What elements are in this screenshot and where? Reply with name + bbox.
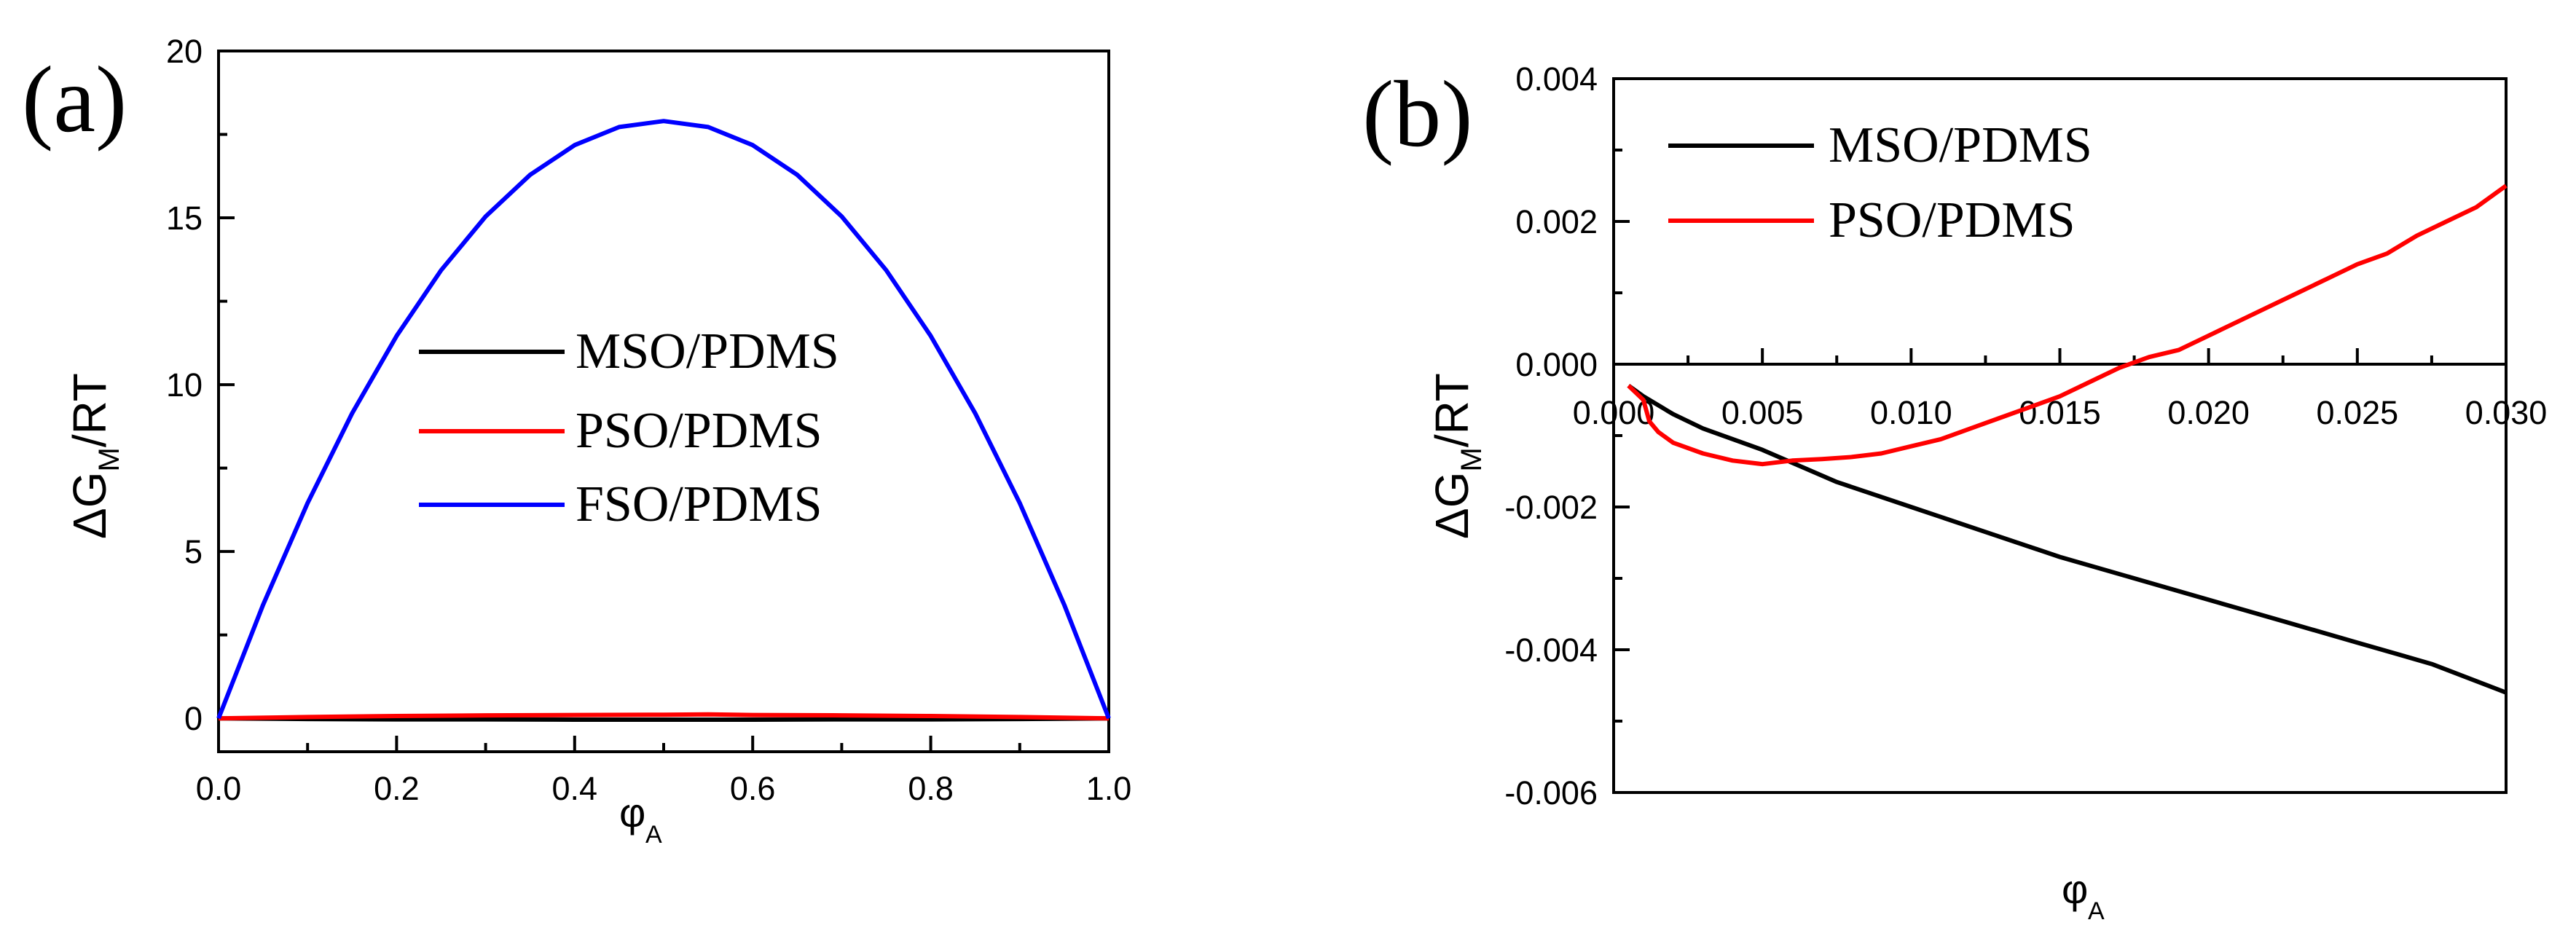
panel-b: (b) -0.006 -0.004 -0.002 0.000 0.002 0.0… — [1362, 60, 2547, 925]
series-line-pso-pdms — [1627, 184, 2508, 467]
x-axis-title-sub: A — [645, 821, 662, 849]
x-tick-label: 0.8 — [908, 770, 954, 807]
y-tick-label: -0.002 — [1504, 489, 1598, 526]
panel-a-y-axis-title: ΔGM/RT — [63, 373, 125, 539]
series-line-mso-pdms — [218, 716, 1110, 722]
panel-a-x-axis-title: φ A — [619, 790, 662, 849]
x-tick-label: 0.020 — [2167, 394, 2250, 431]
panel-b-legend: MSO/PDMS PSO/PDMS — [1668, 117, 2092, 248]
panel-a-plot-area — [216, 50, 1111, 753]
x-tick-label: 0.6 — [730, 770, 776, 807]
panel-b-x-tick-labels: 0.000 0.005 0.010 0.015 0.020 0.025 0.03… — [1573, 394, 2548, 431]
y-axis-title-main: ΔG — [63, 471, 116, 539]
y-tick-label: -0.006 — [1504, 774, 1598, 811]
x-tick-label: 0.010 — [1870, 394, 1952, 431]
y-axis-title-main: ΔG — [1426, 471, 1478, 539]
legend-label-fso: FSO/PDMS — [576, 476, 822, 532]
y-axis-title-tail: /RT — [1426, 373, 1478, 447]
y-axis-title-tail: /RT — [63, 373, 116, 447]
y-axis-title: ΔGM/RT — [63, 373, 125, 539]
panel-a-legend: MSO/PDMS PSO/PDMS FSO/PDMS — [419, 323, 839, 532]
x-tick-label: 1.0 — [1086, 770, 1132, 807]
panel-b-y-tick-labels: -0.006 -0.004 -0.002 0.000 0.002 0.004 — [1504, 60, 1598, 811]
panel-a-label: (a) — [22, 47, 127, 152]
x-tick-label: 0.015 — [2019, 394, 2101, 431]
legend-label-mso: MSO/PDMS — [576, 323, 839, 379]
y-tick-label: 10 — [166, 366, 203, 404]
y-tick-label: 0 — [184, 700, 203, 737]
y-tick-label: 0.004 — [1515, 60, 1598, 98]
x-tick-label: 0.4 — [552, 770, 598, 807]
panel-b-label: (b) — [1362, 62, 1473, 167]
y-tick-label: 15 — [166, 200, 203, 237]
panel-b-y-axis-title: ΔGM/RT — [1426, 373, 1488, 539]
x-tick-label: 0.005 — [1721, 394, 1804, 431]
series-line-fso-pdms — [216, 119, 1111, 720]
y-tick-label: -0.004 — [1504, 632, 1598, 669]
legend-label-mso: MSO/PDMS — [1829, 117, 2092, 173]
x-axis-title-main: φ — [2062, 866, 2088, 912]
y-axis-title: ΔGM/RT — [1426, 373, 1488, 539]
x-axis-title-main: φ — [619, 790, 645, 835]
x-axis-title-sub: A — [2088, 897, 2105, 925]
y-tick-label: 5 — [184, 533, 203, 570]
panel-a-y-tick-labels: 0 5 10 15 20 — [166, 33, 203, 737]
legend-label-pso: PSO/PDMS — [1829, 192, 2076, 248]
plot-frame — [1612, 77, 2508, 794]
plot-frame — [217, 50, 1110, 753]
panel-b-plot-area — [1612, 77, 2508, 794]
panel-a: (a) 0 5 10 15 20 0.0 0.2 0.4 0.6 0.8 1.0… — [22, 33, 1131, 849]
series-line-mso-pdms — [1627, 383, 2508, 695]
x-tick-label: 0.2 — [374, 770, 420, 807]
y-axis-title-sub: M — [1456, 447, 1488, 471]
panel-a-x-tick-labels: 0.0 0.2 0.4 0.6 0.8 1.0 — [196, 770, 1132, 807]
panel-b-x-axis-title: φ A — [2062, 866, 2105, 925]
series-line-pso-pdms — [218, 712, 1110, 721]
x-tick-label: 0.0 — [196, 770, 242, 807]
y-tick-label: 0.000 — [1515, 346, 1598, 383]
legend-label-pso: PSO/PDMS — [576, 403, 822, 459]
y-tick-label: 20 — [166, 33, 203, 70]
y-axis-title-sub: M — [93, 447, 125, 471]
x-tick-label: 0.025 — [2317, 394, 2399, 431]
y-tick-label: 0.002 — [1515, 203, 1598, 240]
